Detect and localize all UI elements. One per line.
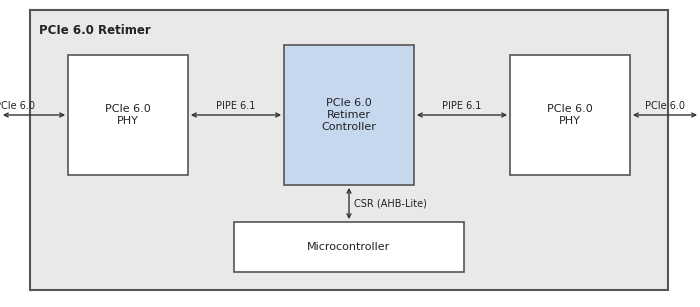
Bar [510, 55, 630, 175]
Text: PIPE 6.1: PIPE 6.1 [442, 101, 482, 111]
Bar [68, 55, 188, 175]
Text: Microcontroller: Microcontroller [307, 242, 391, 252]
Text: PCIe 6.0: PCIe 6.0 [645, 101, 685, 111]
Text: PCIe 6.0: PCIe 6.0 [0, 101, 35, 111]
Text: PCIe 6.0
Retimer
Controller: PCIe 6.0 Retimer Controller [321, 99, 377, 132]
Text: PCIe 6.0
PHY: PCIe 6.0 PHY [105, 104, 151, 126]
Text: CSR (AHB-Lite): CSR (AHB-Lite) [354, 199, 427, 208]
Bar [284, 45, 414, 185]
Text: PIPE 6.1: PIPE 6.1 [216, 101, 256, 111]
Bar [234, 222, 464, 272]
Text: PCIe 6.0 Retimer: PCIe 6.0 Retimer [39, 24, 150, 37]
Text: PCIe 6.0
PHY: PCIe 6.0 PHY [547, 104, 593, 126]
